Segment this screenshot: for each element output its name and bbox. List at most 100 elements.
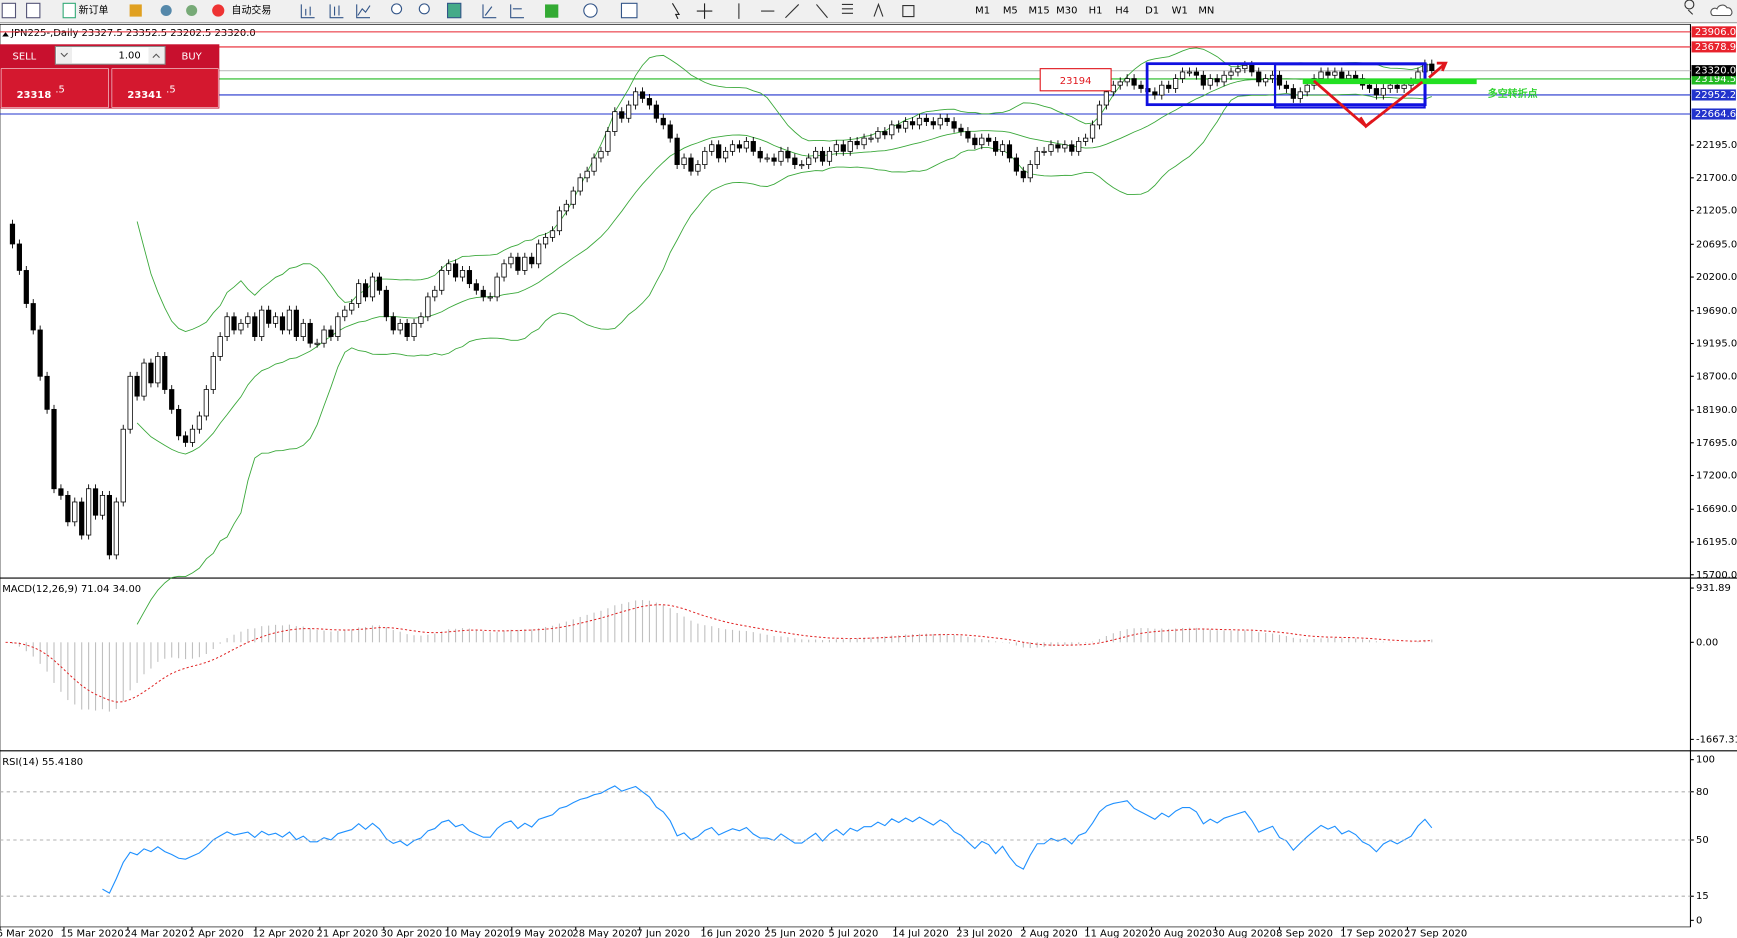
candle <box>1304 84 1310 93</box>
candle <box>771 157 777 162</box>
candle <box>1380 88 1386 96</box>
candle <box>1366 84 1373 89</box>
timeframe-button[interactable]: D1 <box>1145 6 1159 17</box>
sell-button[interactable] <box>0 68 109 108</box>
candle <box>722 150 729 159</box>
bid-price[interactable]: 23318 <box>17 90 52 101</box>
date-label: 17 Sep 2020 <box>1340 929 1403 938</box>
buy-button[interactable] <box>111 68 219 108</box>
cursor[interactable] <box>671 3 681 20</box>
icon[interactable] <box>300 4 315 19</box>
icon[interactable] <box>446 2 462 19</box>
icon[interactable] <box>186 4 198 17</box>
candle <box>778 150 784 162</box>
candle <box>563 203 569 212</box>
candle <box>1103 91 1109 106</box>
icon[interactable] <box>545 4 559 18</box>
candle <box>79 501 85 536</box>
cloud[interactable] <box>1710 4 1733 17</box>
icon[interactable] <box>160 4 172 17</box>
candle <box>785 150 791 159</box>
spin-up[interactable] <box>148 47 164 64</box>
candle <box>1186 71 1193 74</box>
bollinger-band <box>136 47 1432 333</box>
zoom-in[interactable] <box>391 3 403 15</box>
timeframe-button[interactable]: W1 <box>1172 6 1188 17</box>
price-tick-label: 21205.0 <box>1696 206 1737 217</box>
candle <box>847 141 853 152</box>
icon[interactable] <box>510 4 524 19</box>
candle <box>806 157 812 165</box>
candle <box>819 150 826 162</box>
candle <box>58 488 64 496</box>
candle <box>1318 71 1324 79</box>
icon[interactable] <box>482 4 497 19</box>
candle <box>1041 150 1047 153</box>
bid-pips[interactable]: .5 <box>55 85 65 96</box>
candle <box>300 322 306 337</box>
icon[interactable] <box>26 2 41 19</box>
timeframe-button[interactable]: H4 <box>1115 6 1129 17</box>
icon[interactable] <box>356 4 371 19</box>
lots-value[interactable]: 1.00 <box>119 50 141 61</box>
candle <box>176 408 182 437</box>
rsi-tick-label: 100 <box>1696 755 1715 766</box>
candle <box>861 137 867 146</box>
rsi-title: RSI(14) 55.4180 <box>2 757 83 768</box>
candle <box>86 488 92 536</box>
candle <box>1200 74 1206 86</box>
candle <box>903 121 909 129</box>
candle <box>30 303 36 331</box>
icon[interactable] <box>583 3 598 18</box>
timeframe-button[interactable]: M30 <box>1056 6 1077 17</box>
auto-trading-label[interactable]: 自动交易 <box>232 4 272 17</box>
timeframe-button[interactable]: M15 <box>1028 6 1049 17</box>
candle <box>1006 144 1013 159</box>
candle <box>1034 150 1040 165</box>
sell-label[interactable]: SELL <box>13 51 37 62</box>
toolbar-icons[interactable] <box>1 0 1733 20</box>
candle <box>411 322 417 337</box>
candle <box>632 91 639 106</box>
ask-pips[interactable]: .5 <box>166 85 176 96</box>
spin-down[interactable] <box>56 47 73 64</box>
candle <box>868 137 874 140</box>
date-label: 19 May 2020 <box>508 929 573 938</box>
candle <box>92 488 99 516</box>
candle <box>522 256 528 271</box>
toolbar <box>0 0 1737 23</box>
lots-input[interactable] <box>54 45 166 65</box>
candle <box>224 316 230 337</box>
timeframe-button[interactable]: M5 <box>1003 6 1018 17</box>
timeframe-button[interactable]: M1 <box>975 6 990 17</box>
candle <box>709 144 715 152</box>
search[interactable] <box>1684 0 1695 15</box>
candle <box>993 141 999 152</box>
icon[interactable] <box>129 4 142 17</box>
candle <box>1013 157 1019 172</box>
range-box <box>1273 63 1426 109</box>
crosshair[interactable] <box>696 3 713 19</box>
icon[interactable] <box>1 2 17 19</box>
draw-tools[interactable] <box>738 2 915 19</box>
candle <box>1020 170 1026 179</box>
new-order-icon[interactable] <box>62 2 76 19</box>
timeframe-button[interactable]: H1 <box>1089 6 1103 17</box>
candle <box>944 117 950 122</box>
candle <box>799 164 805 167</box>
buy-label[interactable]: BUY <box>182 51 203 62</box>
candle <box>210 356 216 390</box>
icon[interactable] <box>329 4 344 19</box>
ask-price[interactable]: 23341 <box>127 90 162 101</box>
candle <box>51 408 57 490</box>
auto-trading-icon[interactable] <box>212 4 225 17</box>
candle <box>986 137 992 142</box>
timeframe-button[interactable]: MN <box>1198 6 1214 17</box>
icon[interactable] <box>620 2 638 19</box>
candle <box>9 223 16 245</box>
zoom-out[interactable] <box>418 3 430 15</box>
rsi-line <box>102 785 1433 894</box>
macd-signal <box>5 604 1432 703</box>
new-order-label[interactable]: 新订单 <box>79 4 109 17</box>
candle <box>972 137 978 146</box>
